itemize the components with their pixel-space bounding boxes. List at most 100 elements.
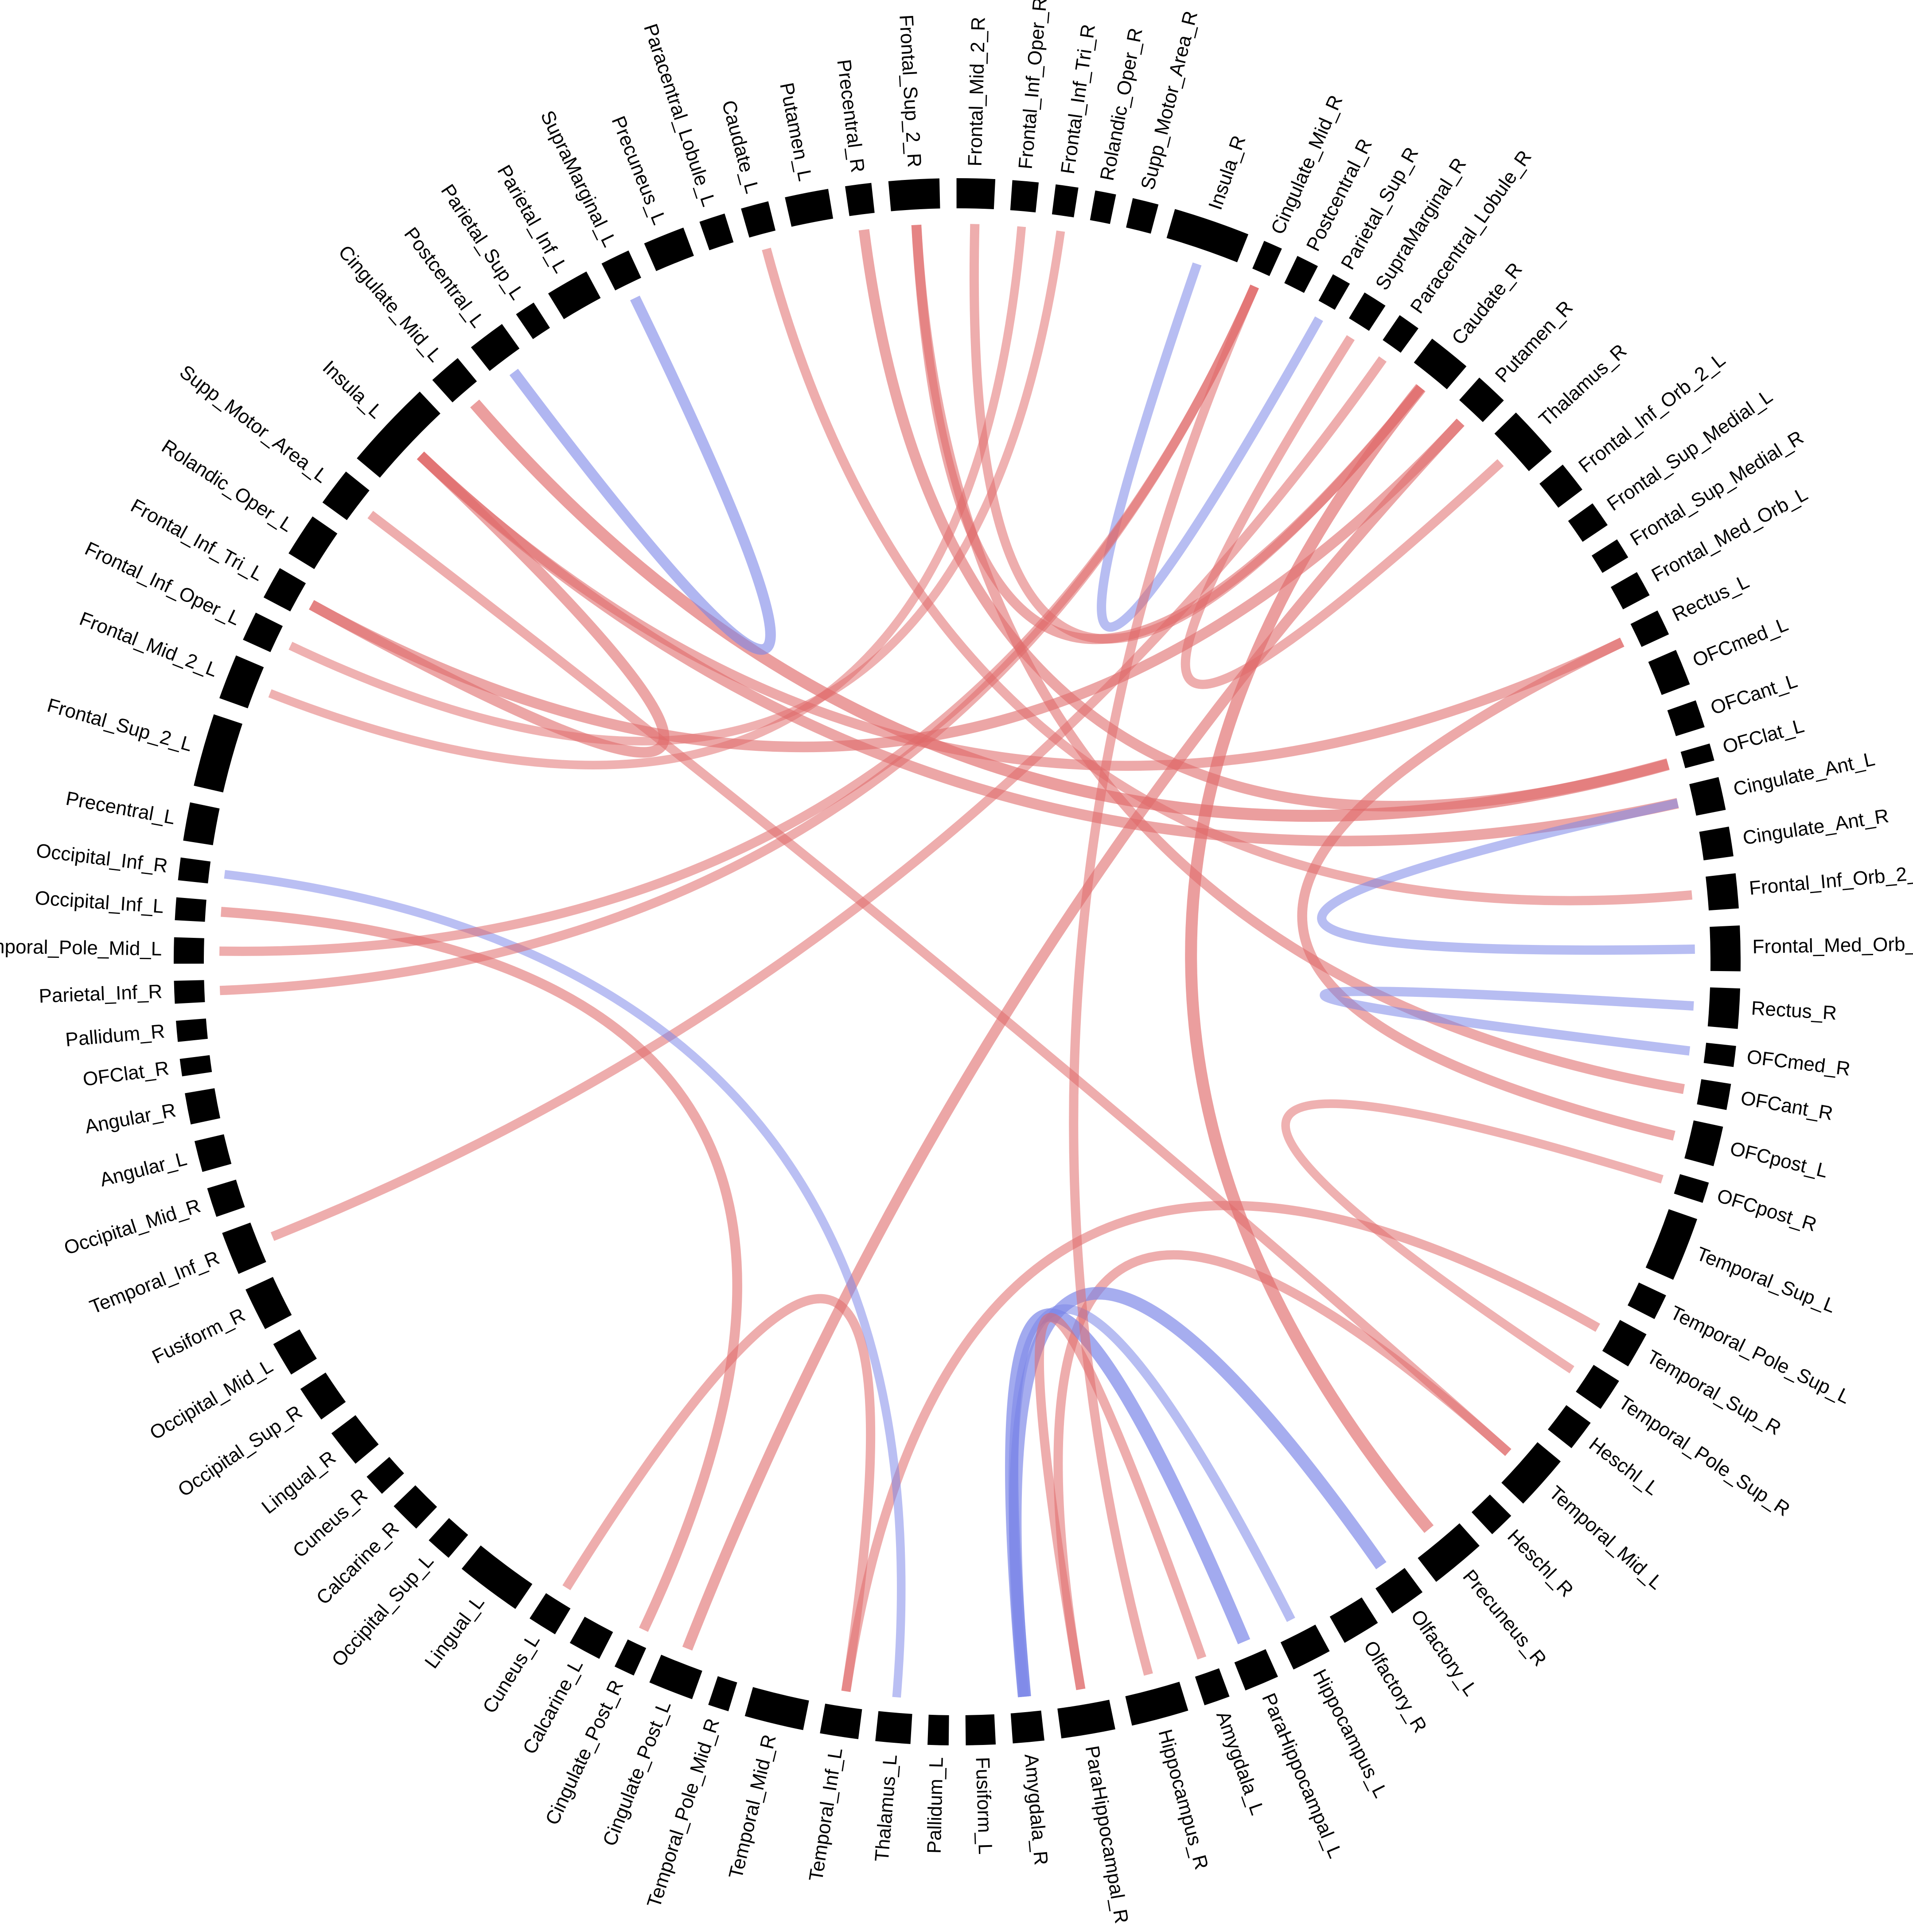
link-temporal-sup-r-to-temporal-inf-l [841,1201,1600,1692]
segment-supp-motor-area-l [322,471,370,520]
segment-parahippocampal-l [1234,1649,1278,1690]
segment-paracentral-lobule-l [699,213,734,250]
link-frontal-sup-2-r-to-ofcant-r [911,224,1685,1094]
link-insula-l-to-cingulate-ant-l [417,451,1679,847]
label-fusiform-r: Fusiform_R [148,1304,249,1368]
link-cuneus-l-to-temporal-inf-l [562,1294,876,1692]
label-frontal-med-orb-r: Frontal_Med_Orb_R [1752,933,1913,958]
label-rectus-l: Rectus_L [1669,570,1753,626]
segment-caudate-l [741,201,776,238]
segment-supramarginal-l [601,250,641,291]
segment-occipital-mid-r [207,1179,245,1217]
segment-amygdala-r [1010,1710,1044,1744]
segment-rectus-l [1630,610,1669,647]
link-parahippocampal-r-to-amygdala-l [1034,1313,1207,1690]
label-frontal-sup-2-r: Frontal_Sup_2_R [895,14,925,168]
label-thalamus-r: Thalamus_R [1535,340,1631,431]
link-parahippocampal-l-to-amygdala-r [1005,1308,1251,1698]
label-ofcpost-l: OFCpost_L [1728,1138,1830,1183]
segment-heschl-l [1547,1405,1591,1448]
label-caudate-r: Caudate_R [1448,258,1527,349]
label-cingulate-ant-l: Cingulate_Ant_L [1731,748,1877,800]
label-heschl-r: Heschl_R [1503,1525,1578,1601]
label-amygdala-r: Amygdala_R [1020,1753,1052,1866]
link-insula-r-to-parietal-sup-r [1097,262,1323,632]
segment-frontal-inf-orb-2-r [1706,873,1739,911]
label-parietal-inf-r: Parietal_Inf_R [39,980,163,1007]
segment-precentral-r [845,183,875,216]
label-frontal-inf-oper-r: Frontal_Inf_Oper_R [1014,0,1051,170]
link-supramarginal-r-to-thalamus-r [1181,335,1504,689]
segment-parietal-inf-r [174,980,205,1004]
link-putamen-r-to-cingulate-post-l [682,418,1465,1651]
segment-frontal-inf-tri-l [263,568,306,612]
label-supp-motor-area-r: Supp_Motor_Area_R [1137,9,1202,192]
connection-links [219,224,1695,1698]
label-putamen-r: Putamen_R [1491,297,1577,386]
segment-temporal-inf-r [222,1222,266,1274]
link-thalamus-l-to-occipital-inf-r [224,870,906,1698]
segment-calcarine-l [569,1616,613,1659]
segment-frontal-mid-2-r [956,178,996,210]
segment-olfactory-r [1329,1597,1378,1643]
segment-cingulate-mid-l [432,358,477,402]
segment-ofclat-r [179,1055,212,1077]
segment-frontal-sup-2-r [888,178,940,211]
segment-angular-l [194,1134,232,1172]
segment-cingulate-ant-l [1689,777,1726,816]
segment-ofclat-l [1680,743,1714,769]
segment-temporal-sup-l [1645,1209,1697,1280]
label-ofcant-l: OFCant_L [1708,670,1800,719]
segment-temporal-pole-sup-l [1627,1282,1666,1319]
label-insula-r: Insula_R [1204,133,1250,212]
label-olfactory-r: Olfactory_R [1360,1637,1431,1737]
segment-ofcant-l [1667,700,1705,736]
segment-amygdala-l [1195,1668,1230,1706]
label-temporal-sup-l: Temporal_Sup_L [1694,1243,1839,1317]
label-precuneus-l: Precuneus_L [607,113,670,228]
segment-rolandic-oper-l [288,516,338,569]
label-ofcant-r: OFCant_R [1739,1087,1835,1125]
segment-frontal-med-orb-r [1710,925,1741,972]
segment-calcarine-r [394,1485,437,1529]
segment-cuneus-r [366,1457,404,1494]
segment-occipital-sup-r [300,1372,346,1420]
label-rectus-r: Rectus_R [1750,997,1837,1024]
segment-ofcpost-l [1684,1120,1723,1167]
segment-precentral-l [183,802,220,845]
label-caudate-l: Caudate_L [717,98,763,196]
label-ofcmed-l: OFCmed_L [1690,613,1791,671]
label-frontal-inf-tri-r: Frontal_Inf_Tri_R [1057,23,1099,176]
segment-ofcmed-l [1648,650,1690,695]
segment-supp-motor-area-r [1126,198,1159,234]
label-angular-l: Angular_L [97,1148,189,1191]
label-hippocampus-r: Hippocampus_R [1154,1727,1212,1872]
label-temporal-pole-mid-l: Temporal_Pole_Mid_L [0,935,162,960]
segment-thalamus-r [1494,412,1552,472]
segment-frontal-sup-medial-l [1568,503,1608,542]
label-cuneus-l: Cuneus_L [479,1630,544,1717]
segment-pallidum-l [927,1714,949,1745]
segment-precuneus-r [1418,1523,1480,1582]
label-occipital-mid-r: Occipital_Mid_R [62,1195,203,1259]
segment-parietal-sup-r [1318,274,1350,310]
link-rectus-l-to-ofcpost-l [1297,637,1675,1141]
label-hippocampus-l: Hippocampus_L [1309,1666,1392,1801]
segment-olfactory-l [1375,1568,1423,1614]
label-insula-l: Insula_L [319,356,387,423]
label-precentral-l: Precentral_L [64,788,177,829]
label-rolandic-oper-r: Rolandic_Oper_R [1096,26,1146,183]
label-occipital-inf-l: Occipital_Inf_L [34,887,164,917]
segment-putamen-r [1459,377,1504,422]
segment-cingulate-post-r [614,1639,647,1676]
label-parahippocampal-r: ParaHippocampal_R [1081,1744,1132,1925]
label-ofcmed-r: OFCmed_R [1745,1046,1851,1080]
segment-temporal-inf-l [820,1703,862,1739]
segment-lingual-r [331,1415,379,1464]
label-thalamus-l: Thalamus_L [871,1754,901,1862]
link-paracentral-lobule-r-to-temporal-inf-r [270,356,1387,1241]
link-frontal-mid-2-r-to-caudate-r [969,224,1425,644]
label-lingual-l: Lingual_L [421,1592,489,1672]
segment-occipital-inf-r [178,857,211,884]
